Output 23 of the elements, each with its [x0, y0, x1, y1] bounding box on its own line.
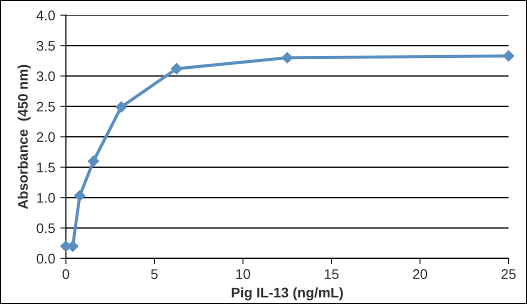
point — [170, 63, 182, 74]
x-tick-label: 10 — [236, 269, 250, 280]
y-tick-label: 3.0 — [36, 71, 55, 82]
y-tick-label: 0.5 — [36, 223, 55, 234]
y-tick-label: 1.5 — [37, 162, 55, 172]
point — [116, 101, 127, 113]
x-tick-label: 20 — [412, 269, 428, 280]
x-axis-title: Pig IL-13 (ng/mL) — [232, 287, 343, 300]
y-tick-label: 3.5 — [36, 40, 55, 51]
x-tick-label: 0 — [62, 269, 70, 280]
point — [502, 50, 514, 62]
point — [88, 156, 100, 167]
y-axis-title: Absorbance (450 nm) — [18, 64, 31, 209]
y-tick-label: 1.0 — [37, 192, 55, 203]
y-tick-label: 2.0 — [36, 132, 55, 142]
point — [282, 52, 293, 64]
x-tick-label: 5 — [151, 269, 158, 280]
y-tick-label: 0.0 — [36, 254, 55, 264]
x-tick-label: 15 — [324, 269, 339, 280]
y-tick-label: 2.5 — [36, 102, 55, 112]
y-tick-label: 4.0 — [36, 10, 55, 20]
point — [74, 190, 86, 202]
x-tick-label: 25 — [502, 269, 516, 280]
